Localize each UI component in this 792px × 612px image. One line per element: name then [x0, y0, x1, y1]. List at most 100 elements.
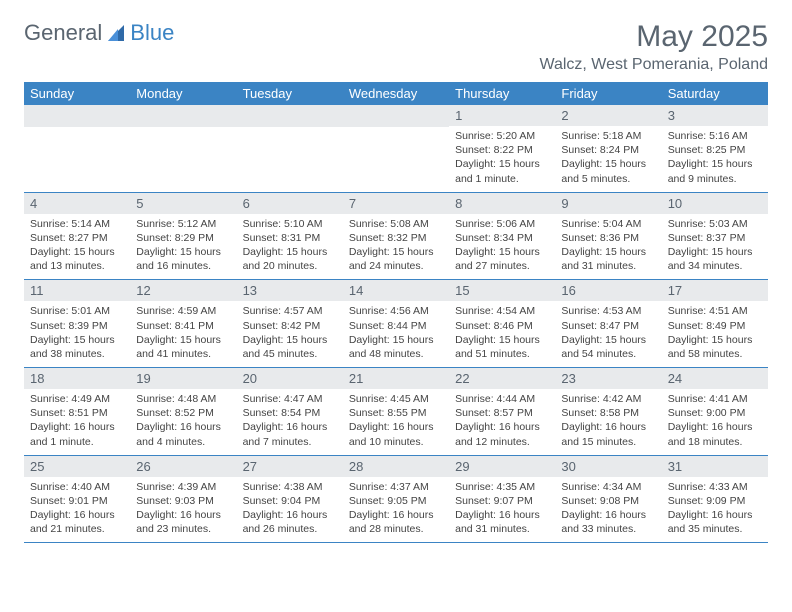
day-details: [237, 127, 343, 136]
calendar-body: 1Sunrise: 5:20 AMSunset: 8:22 PMDaylight…: [24, 105, 768, 543]
day-number: 14: [343, 280, 449, 301]
day-details: [343, 127, 449, 136]
day-details: [130, 127, 236, 136]
day-details: Sunrise: 5:16 AMSunset: 8:25 PMDaylight:…: [662, 126, 768, 192]
day-details: Sunrise: 4:38 AMSunset: 9:04 PMDaylight:…: [237, 477, 343, 543]
day-number: 8: [449, 193, 555, 214]
calendar-day-cell: 27Sunrise: 4:38 AMSunset: 9:04 PMDayligh…: [237, 455, 343, 543]
calendar-day-cell: 14Sunrise: 4:56 AMSunset: 8:44 PMDayligh…: [343, 280, 449, 368]
day-number: 30: [555, 456, 661, 477]
day-details: Sunrise: 4:49 AMSunset: 8:51 PMDaylight:…: [24, 389, 130, 455]
calendar-day-cell: 19Sunrise: 4:48 AMSunset: 8:52 PMDayligh…: [130, 368, 236, 456]
day-number: 25: [24, 456, 130, 477]
calendar-day-cell: 18Sunrise: 4:49 AMSunset: 8:51 PMDayligh…: [24, 368, 130, 456]
calendar-day-cell: 7Sunrise: 5:08 AMSunset: 8:32 PMDaylight…: [343, 192, 449, 280]
day-details: Sunrise: 5:14 AMSunset: 8:27 PMDaylight:…: [24, 214, 130, 280]
day-details: Sunrise: 4:45 AMSunset: 8:55 PMDaylight:…: [343, 389, 449, 455]
brand-logo: General Blue: [24, 20, 174, 46]
day-number: 16: [555, 280, 661, 301]
weekday-header: Tuesday: [237, 82, 343, 105]
day-number: 10: [662, 193, 768, 214]
day-number: 9: [555, 193, 661, 214]
calendar-day-cell: 26Sunrise: 4:39 AMSunset: 9:03 PMDayligh…: [130, 455, 236, 543]
calendar-day-cell: 24Sunrise: 4:41 AMSunset: 9:00 PMDayligh…: [662, 368, 768, 456]
day-details: Sunrise: 5:18 AMSunset: 8:24 PMDaylight:…: [555, 126, 661, 192]
location-text: Walcz, West Pomerania, Poland: [539, 56, 768, 74]
calendar-day-cell: 6Sunrise: 5:10 AMSunset: 8:31 PMDaylight…: [237, 192, 343, 280]
day-details: Sunrise: 5:06 AMSunset: 8:34 PMDaylight:…: [449, 214, 555, 280]
weekday-header: Sunday: [24, 82, 130, 105]
calendar-day-cell: 10Sunrise: 5:03 AMSunset: 8:37 PMDayligh…: [662, 192, 768, 280]
day-number: 4: [24, 193, 130, 214]
calendar-week-row: 25Sunrise: 4:40 AMSunset: 9:01 PMDayligh…: [24, 455, 768, 543]
day-details: Sunrise: 4:40 AMSunset: 9:01 PMDaylight:…: [24, 477, 130, 543]
brand-part1: General: [24, 20, 102, 46]
day-details: Sunrise: 4:57 AMSunset: 8:42 PMDaylight:…: [237, 301, 343, 367]
day-number: [24, 105, 130, 127]
calendar-head: SundayMondayTuesdayWednesdayThursdayFrid…: [24, 82, 768, 105]
calendar-day-cell: [343, 105, 449, 192]
day-number: 26: [130, 456, 236, 477]
calendar-day-cell: 15Sunrise: 4:54 AMSunset: 8:46 PMDayligh…: [449, 280, 555, 368]
calendar-day-cell: 9Sunrise: 5:04 AMSunset: 8:36 PMDaylight…: [555, 192, 661, 280]
calendar-table: SundayMondayTuesdayWednesdayThursdayFrid…: [24, 82, 768, 543]
day-number: 2: [555, 105, 661, 126]
calendar-day-cell: 2Sunrise: 5:18 AMSunset: 8:24 PMDaylight…: [555, 105, 661, 192]
day-number: 11: [24, 280, 130, 301]
calendar-day-cell: 30Sunrise: 4:34 AMSunset: 9:08 PMDayligh…: [555, 455, 661, 543]
day-details: Sunrise: 4:53 AMSunset: 8:47 PMDaylight:…: [555, 301, 661, 367]
calendar-day-cell: 1Sunrise: 5:20 AMSunset: 8:22 PMDaylight…: [449, 105, 555, 192]
calendar-day-cell: 22Sunrise: 4:44 AMSunset: 8:57 PMDayligh…: [449, 368, 555, 456]
day-number: 19: [130, 368, 236, 389]
calendar-week-row: 1Sunrise: 5:20 AMSunset: 8:22 PMDaylight…: [24, 105, 768, 192]
day-details: Sunrise: 5:03 AMSunset: 8:37 PMDaylight:…: [662, 214, 768, 280]
day-details: Sunrise: 4:35 AMSunset: 9:07 PMDaylight:…: [449, 477, 555, 543]
calendar-day-cell: 16Sunrise: 4:53 AMSunset: 8:47 PMDayligh…: [555, 280, 661, 368]
day-number: 18: [24, 368, 130, 389]
calendar-week-row: 11Sunrise: 5:01 AMSunset: 8:39 PMDayligh…: [24, 280, 768, 368]
calendar-day-cell: 17Sunrise: 4:51 AMSunset: 8:49 PMDayligh…: [662, 280, 768, 368]
day-details: Sunrise: 5:20 AMSunset: 8:22 PMDaylight:…: [449, 126, 555, 192]
weekday-header: Thursday: [449, 82, 555, 105]
month-title: May 2025: [539, 20, 768, 54]
calendar-week-row: 18Sunrise: 4:49 AMSunset: 8:51 PMDayligh…: [24, 368, 768, 456]
day-details: Sunrise: 4:56 AMSunset: 8:44 PMDaylight:…: [343, 301, 449, 367]
day-details: Sunrise: 5:08 AMSunset: 8:32 PMDaylight:…: [343, 214, 449, 280]
brand-part2: Blue: [130, 20, 174, 46]
day-number: 21: [343, 368, 449, 389]
day-details: Sunrise: 4:42 AMSunset: 8:58 PMDaylight:…: [555, 389, 661, 455]
calendar-day-cell: 31Sunrise: 4:33 AMSunset: 9:09 PMDayligh…: [662, 455, 768, 543]
day-number: 12: [130, 280, 236, 301]
day-number: 7: [343, 193, 449, 214]
calendar-week-row: 4Sunrise: 5:14 AMSunset: 8:27 PMDaylight…: [24, 192, 768, 280]
day-number: 29: [449, 456, 555, 477]
day-number: [130, 105, 236, 127]
calendar-day-cell: 28Sunrise: 4:37 AMSunset: 9:05 PMDayligh…: [343, 455, 449, 543]
day-details: Sunrise: 4:48 AMSunset: 8:52 PMDaylight:…: [130, 389, 236, 455]
day-details: Sunrise: 4:41 AMSunset: 9:00 PMDaylight:…: [662, 389, 768, 455]
calendar-day-cell: [237, 105, 343, 192]
day-number: 24: [662, 368, 768, 389]
day-number: 27: [237, 456, 343, 477]
day-details: Sunrise: 5:04 AMSunset: 8:36 PMDaylight:…: [555, 214, 661, 280]
day-number: 28: [343, 456, 449, 477]
calendar-day-cell: 12Sunrise: 4:59 AMSunset: 8:41 PMDayligh…: [130, 280, 236, 368]
day-details: Sunrise: 4:37 AMSunset: 9:05 PMDaylight:…: [343, 477, 449, 543]
day-number: 5: [130, 193, 236, 214]
sail-icon: [106, 23, 126, 43]
day-details: Sunrise: 4:51 AMSunset: 8:49 PMDaylight:…: [662, 301, 768, 367]
calendar-day-cell: 23Sunrise: 4:42 AMSunset: 8:58 PMDayligh…: [555, 368, 661, 456]
day-details: Sunrise: 4:54 AMSunset: 8:46 PMDaylight:…: [449, 301, 555, 367]
day-details: [24, 127, 130, 136]
day-details: Sunrise: 4:33 AMSunset: 9:09 PMDaylight:…: [662, 477, 768, 543]
calendar-day-cell: 29Sunrise: 4:35 AMSunset: 9:07 PMDayligh…: [449, 455, 555, 543]
calendar-day-cell: 20Sunrise: 4:47 AMSunset: 8:54 PMDayligh…: [237, 368, 343, 456]
weekday-header: Monday: [130, 82, 236, 105]
day-number: 15: [449, 280, 555, 301]
day-number: 13: [237, 280, 343, 301]
calendar-day-cell: 25Sunrise: 4:40 AMSunset: 9:01 PMDayligh…: [24, 455, 130, 543]
weekday-header: Saturday: [662, 82, 768, 105]
day-number: 1: [449, 105, 555, 126]
day-number: [237, 105, 343, 127]
calendar-day-cell: 5Sunrise: 5:12 AMSunset: 8:29 PMDaylight…: [130, 192, 236, 280]
